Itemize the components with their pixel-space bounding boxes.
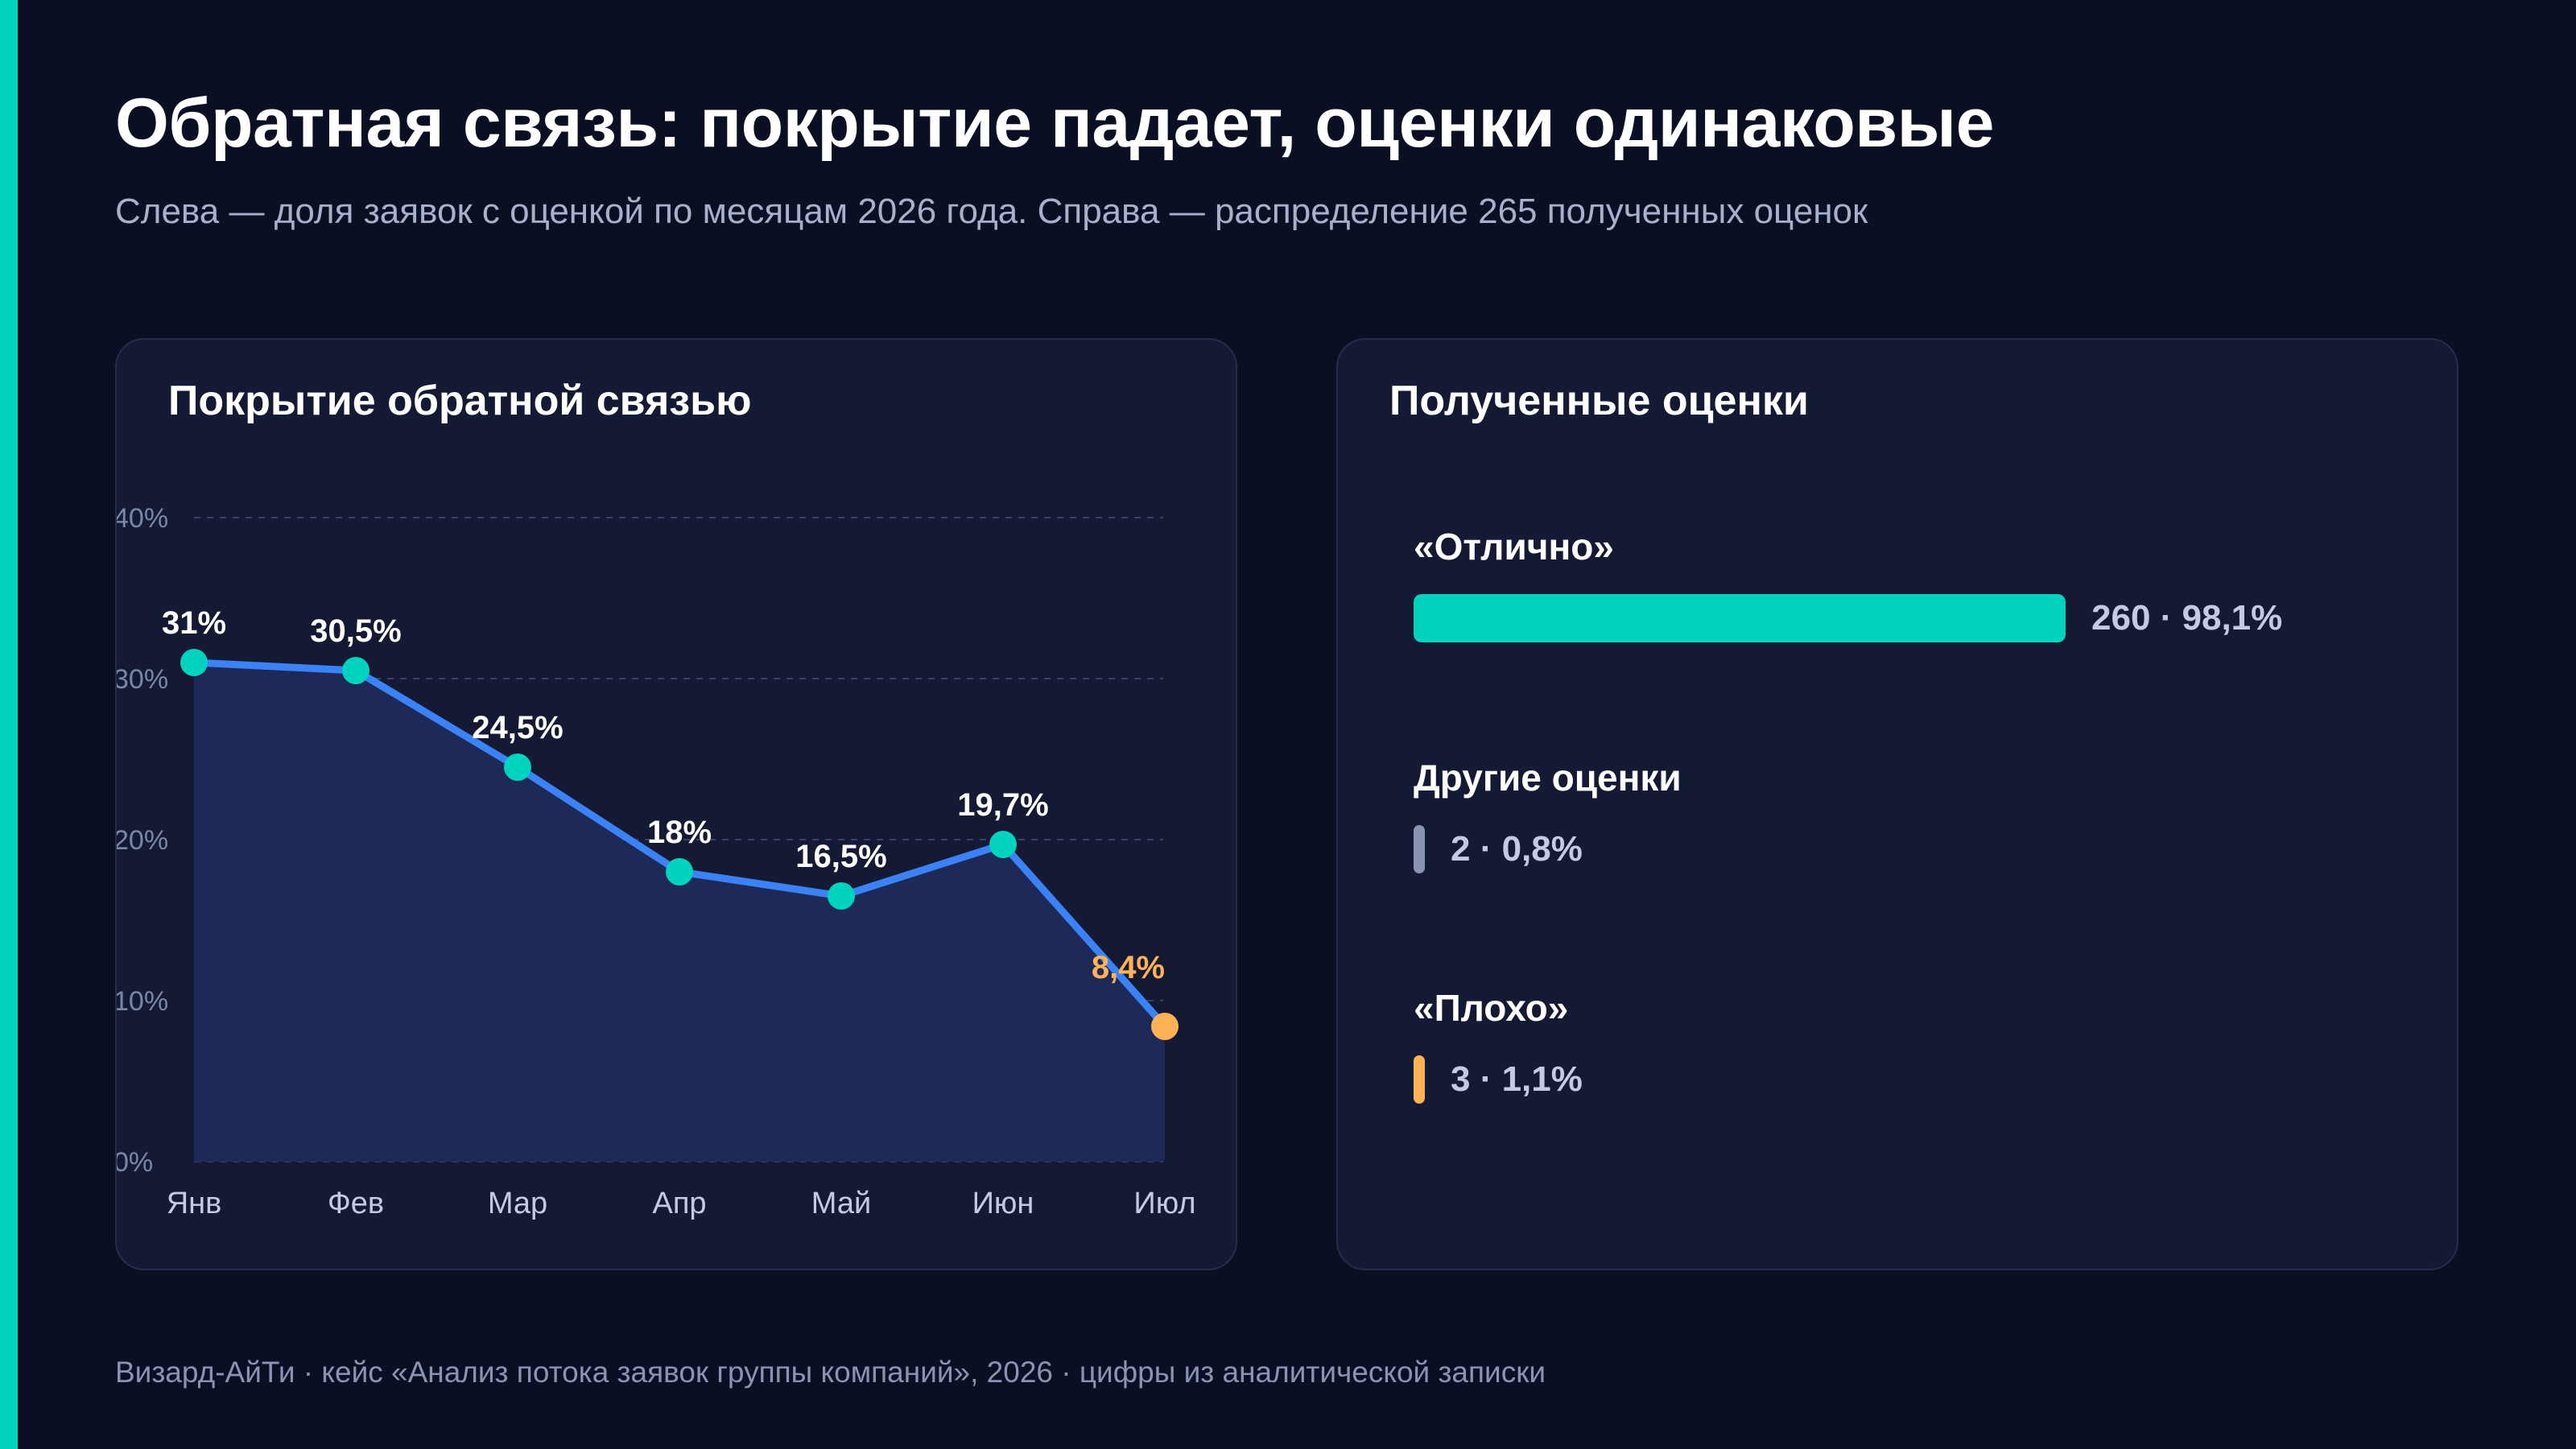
page-subtitle: Слева — доля заявок с оценкой по месяцам… — [115, 192, 1868, 231]
rating-bad: «Плохо» 3 · 1,1% — [1414, 986, 1583, 1104]
rating-other-value: 2 · 0,8% — [1451, 829, 1583, 869]
x-tick-label: Июл — [1133, 1187, 1195, 1220]
rating-excellent-value: 260 · 98,1% — [2091, 598, 2283, 638]
data-label: 8,4% — [1092, 950, 1165, 985]
coverage-card: Покрытие обратной связью 0% 10% 20% 30% 40% 3… — [115, 338, 1237, 1270]
rating-bad-label: «Плохо» — [1414, 987, 1569, 1029]
data-point — [1151, 1013, 1179, 1040]
x-tick-label: Май — [811, 1187, 871, 1220]
y-tick-label: 40% — [117, 503, 168, 534]
y-tick-label: 20% — [117, 825, 168, 856]
coverage-area — [194, 663, 1165, 1162]
data-label: 30,5% — [310, 613, 401, 649]
data-point — [342, 657, 369, 684]
data-point — [180, 649, 208, 676]
accent-bar — [0, 0, 18, 1449]
footer-source: Визард-АйТи · кейс «Анализ потока заявок… — [115, 1356, 1546, 1389]
coverage-chart-title: Покрытие обратной связью — [168, 378, 752, 424]
data-point — [828, 882, 855, 910]
rating-other-label: Другие оценки — [1414, 757, 1682, 799]
rating-excellent-bar — [1414, 594, 2066, 642]
x-tick-label: Июн — [972, 1187, 1034, 1220]
x-tick-label: Апр — [652, 1187, 706, 1220]
x-tick-label: Янв — [167, 1187, 222, 1220]
rating-other-bar — [1414, 825, 1425, 873]
ratings-card: Полученные оценки «Отлично» 260 · 98,1% … — [1336, 338, 2458, 1270]
y-tick-label: 0% — [117, 1147, 153, 1178]
rating-excellent-label: «Отлично» — [1414, 526, 1614, 568]
data-label: 31% — [162, 605, 226, 641]
x-tick-label: Мар — [488, 1187, 547, 1220]
y-tick-label: 30% — [117, 664, 168, 695]
data-label: 19,7% — [957, 787, 1048, 823]
data-point — [666, 858, 693, 886]
data-label: 16,5% — [795, 839, 886, 874]
y-tick-label: 10% — [117, 986, 168, 1017]
data-point — [989, 831, 1017, 858]
rating-bad-value: 3 · 1,1% — [1451, 1059, 1583, 1099]
rating-bad-bar — [1414, 1055, 1425, 1104]
data-label: 18% — [647, 815, 712, 850]
page-title: Обратная связь: покрытие падает, оценки … — [115, 85, 1994, 162]
rating-excellent: «Отлично» 260 · 98,1% — [1414, 525, 2282, 642]
ratings-chart-title: Полученные оценки — [1389, 378, 1809, 424]
x-tick-label: Фев — [328, 1187, 384, 1220]
coverage-line-chart: 0% 10% 20% 30% 40% 31% 30,5% 24,5% 18% 16,5% 19,7%… — [117, 503, 1196, 1220]
rating-other: Другие оценки 2 · 0,8% — [1414, 756, 1682, 873]
data-point — [504, 753, 531, 781]
data-label: 24,5% — [472, 710, 563, 745]
